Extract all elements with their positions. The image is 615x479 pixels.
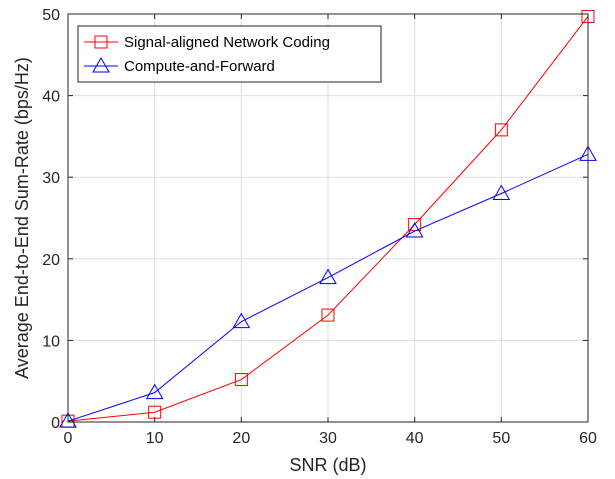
legend-entry: Signal-aligned Network Coding bbox=[84, 34, 330, 51]
x-tick-label: 40 bbox=[406, 430, 424, 447]
data-point-triangle bbox=[405, 222, 424, 238]
y-tick-label: 20 bbox=[42, 252, 60, 269]
legend-label: Signal-aligned Network Coding bbox=[124, 34, 330, 51]
series-line bbox=[67, 16, 589, 422]
legend-marker-square bbox=[94, 35, 108, 49]
data-point-triangle bbox=[232, 312, 251, 329]
x-axis-label: SNR (dB) bbox=[289, 455, 366, 475]
y-axis-label: Average End-to-End Sum-Rate (bps/Hz) bbox=[12, 57, 32, 379]
y-tick-label: 50 bbox=[42, 7, 60, 24]
x-tick-label: 0 bbox=[64, 430, 73, 447]
x-tick-label: 20 bbox=[232, 430, 250, 447]
series-line bbox=[67, 153, 589, 422]
data-point-square bbox=[321, 308, 335, 322]
data-point-triangle bbox=[59, 412, 77, 428]
data-point-triangle bbox=[319, 268, 337, 285]
y-tick-label: 0 bbox=[51, 415, 60, 432]
y-tick-label: 10 bbox=[42, 333, 60, 350]
legend-entry: Compute-and-Forward bbox=[84, 56, 275, 75]
y-tick-label: 30 bbox=[42, 170, 60, 187]
y-tick-label: 40 bbox=[42, 89, 60, 106]
data-point-triangle bbox=[492, 184, 511, 201]
legend-label: Compute-and-Forward bbox=[124, 58, 275, 75]
legend-box bbox=[77, 25, 382, 83]
x-tick-label: 60 bbox=[579, 430, 597, 447]
series-triangle bbox=[59, 145, 597, 428]
data-point-square bbox=[234, 373, 248, 387]
x-tick-label: 10 bbox=[146, 430, 164, 447]
x-tick-label: 30 bbox=[319, 430, 337, 447]
x-tick-label: 50 bbox=[492, 430, 510, 447]
legend-marker-triangle bbox=[92, 56, 110, 73]
data-point-triangle bbox=[145, 383, 164, 400]
data-point-square bbox=[494, 123, 508, 137]
ticks: 0 10 20 30 40 50 60 0 10 20 30 40 50 bbox=[42, 7, 597, 447]
legend: Signal-aligned Network Coding Compute-and… bbox=[77, 25, 382, 83]
